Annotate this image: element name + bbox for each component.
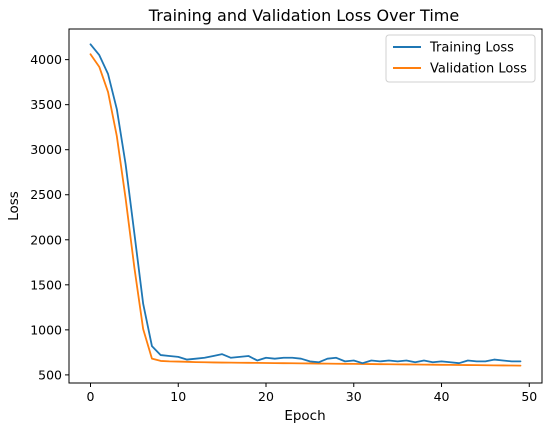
y-tick-label: 4000 <box>30 52 62 67</box>
legend-label-training: Training Loss <box>429 41 514 56</box>
y-tick-label: 3500 <box>30 97 62 112</box>
x-tick-label: 30 <box>346 389 362 404</box>
y-tick-label: 1500 <box>30 277 62 292</box>
plot-area <box>89 43 522 367</box>
x-tick-label: 50 <box>521 389 537 404</box>
legend: Training Loss Validation Loss <box>385 34 536 83</box>
y-tick-label: 1000 <box>30 322 62 337</box>
legend-box <box>385 34 536 83</box>
x-axis-label: Epoch <box>284 408 325 424</box>
x-tick-label: 0 <box>87 389 95 404</box>
x-tick-label: 10 <box>170 389 186 404</box>
y-tick-label: 2000 <box>30 232 62 247</box>
series-line-training <box>89 43 522 365</box>
y-tick-label: 500 <box>38 367 62 382</box>
y-tick-label: 3000 <box>30 142 62 157</box>
y-axis: 500 1000 1500 2000 2500 3000 3500 4000 <box>30 52 69 382</box>
y-tick-label: 2500 <box>30 187 62 202</box>
plot-frame <box>68 28 543 384</box>
series-line-validation <box>89 53 522 367</box>
x-axis: 0 10 20 30 40 50 <box>87 383 537 404</box>
chart-title: Training and Validation Loss Over Time <box>148 6 459 25</box>
y-axis-label: Loss <box>6 191 22 221</box>
legend-label-validation: Validation Loss <box>430 62 527 77</box>
x-tick-label: 40 <box>434 389 450 404</box>
x-tick-label: 20 <box>258 389 274 404</box>
